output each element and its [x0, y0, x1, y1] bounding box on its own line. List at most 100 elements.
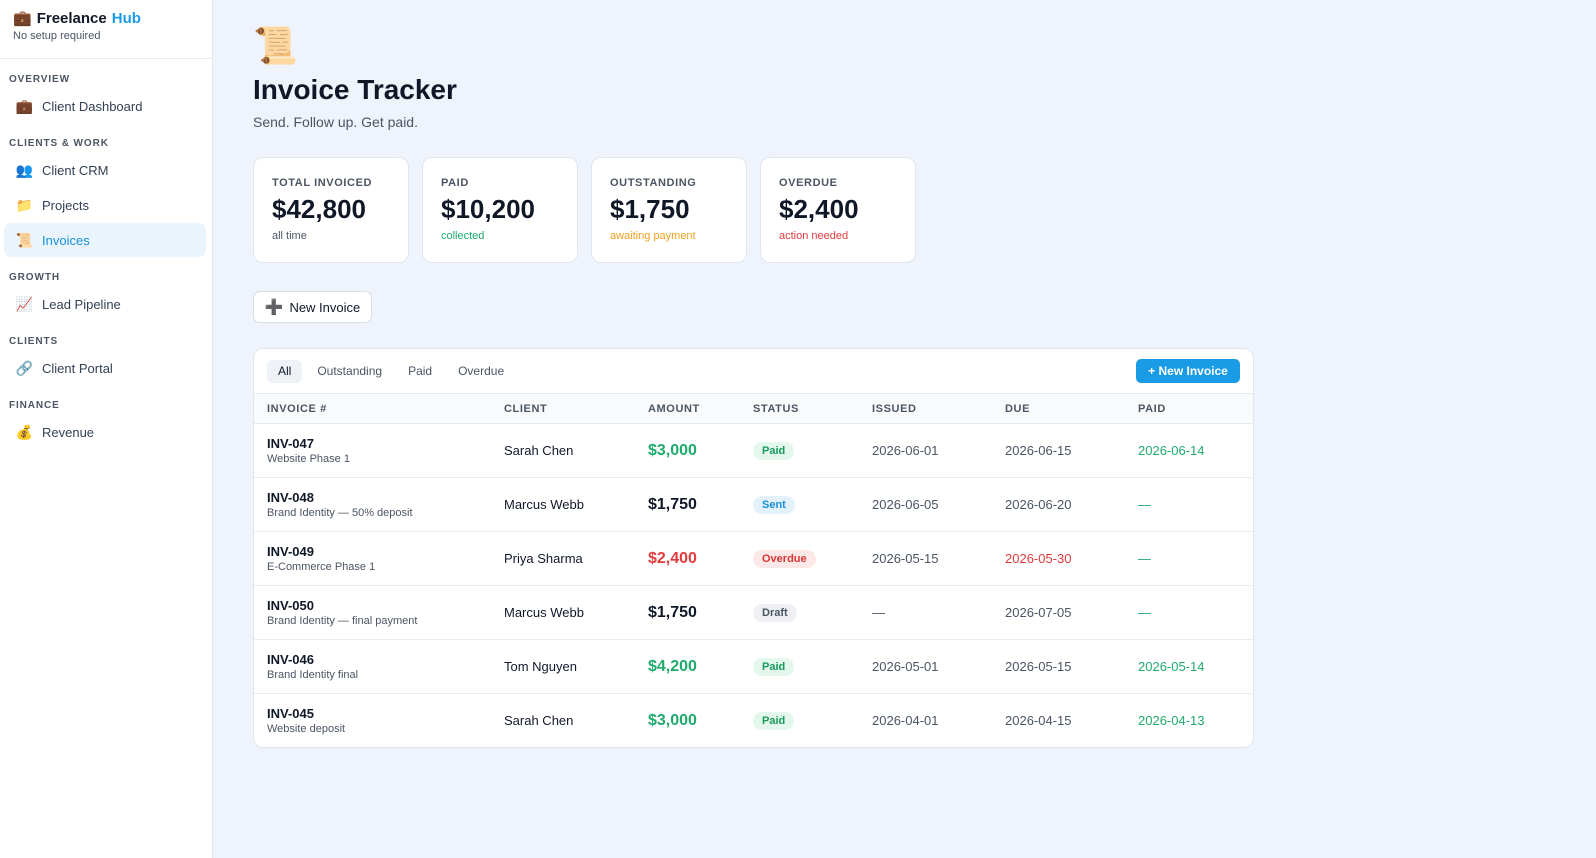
column-header[interactable]: AMOUNT — [648, 393, 753, 424]
filter-tab-paid[interactable]: Paid — [408, 364, 433, 378]
invoice-number[interactable]: INV-046 — [267, 652, 314, 667]
invoice-number[interactable]: INV-050 — [267, 598, 314, 613]
stat-note: awaiting payment — [610, 230, 696, 242]
sidebar: 💼 Freelance Hub No setup required OVERVIE… — [0, 0, 213, 858]
column-header[interactable]: ISSUED — [872, 393, 1005, 424]
page-subtitle: Send. Follow up. Get paid. — [253, 114, 418, 130]
column-header[interactable]: INVOICE # — [254, 393, 504, 424]
sidebar-item-projects[interactable]: 📁 Projects — [4, 188, 206, 222]
stat-label: OUTSTANDING — [610, 177, 697, 189]
scroll-icon: 📜 — [253, 25, 298, 66]
invoice-description: Brand Identity — 50% deposit — [267, 507, 413, 519]
stat-card-total-invoiced: TOTAL INVOICED $42,800 all time — [253, 157, 409, 263]
table-row[interactable]: INV-049 E-Commerce Phase 1 Priya Sharma $2,… — [254, 531, 1253, 586]
paid-date: 2026-04-13 — [1138, 713, 1205, 729]
stat-label: OVERDUE — [779, 177, 838, 189]
page-title: Invoice Tracker — [253, 74, 457, 105]
filter-tab-all[interactable]: All — [267, 359, 303, 383]
issued-date: 2026-04-01 — [872, 713, 939, 729]
due-date: 2026-05-15 — [1005, 639, 1138, 694]
column-header[interactable]: STATUS — [753, 393, 872, 424]
issued-date: — — [872, 585, 1005, 640]
status-badge: Paid — [753, 711, 795, 730]
nav-section-title: CLIENTS & WORK — [9, 138, 109, 149]
paid-date: — — [1138, 531, 1253, 586]
invoice-cell: INV-047 Website Phase 1 — [254, 423, 504, 478]
filter-tab-overdue[interactable]: Overdue — [458, 364, 505, 378]
stat-note: collected — [441, 230, 485, 242]
due-date: 2026-07-05 — [1005, 585, 1138, 640]
sidebar-item-client-crm[interactable]: 👥 Client CRM — [4, 153, 206, 187]
invoice-table-card: All Outstanding Paid Overdue + New Invoice … — [253, 348, 1254, 748]
issued-date: 2026-06-05 — [872, 477, 1005, 532]
sidebar-item-label: Invoices — [42, 232, 90, 248]
table-row[interactable]: INV-048 Brand Identity — 50% deposit Marcu… — [254, 477, 1253, 532]
sidebar-item-revenue[interactable]: 💰 Revenue — [4, 415, 206, 449]
invoice-number[interactable]: INV-045 — [267, 706, 314, 722]
invoice-description: Website deposit — [267, 723, 346, 736]
invoice-description: Brand Identity final — [267, 669, 359, 681]
invoice-description: Website Phase 1 — [267, 453, 350, 465]
stat-card-paid: PAID $10,200 collected — [422, 157, 578, 263]
table-row[interactable]: INV-047 Website Phase 1 Sarah Chen $3,000 Pa… — [254, 423, 1253, 478]
table-row[interactable]: INV-050 Brand Identity — final payment Mar… — [254, 585, 1253, 640]
client-name: Sarah Chen — [504, 423, 648, 478]
brand-accent: Hub — [111, 9, 141, 27]
sidebar-item-label: Client Dashboard — [42, 98, 143, 114]
invoice-amount: $3,000 — [648, 441, 697, 459]
folder-icon: 📁 — [15, 196, 34, 213]
stat-label: PAID — [441, 177, 469, 189]
table-row[interactable]: INV-045 Website deposit Sarah Chen $3,000 Pa… — [254, 694, 1253, 748]
invoice-cell: INV-049 E-Commerce Phase 1 — [254, 531, 504, 586]
new-invoice-primary-button[interactable]: + New Invoice — [1136, 359, 1240, 383]
brand-name: Freelance — [36, 9, 107, 27]
invoice-cell: INV-046 Brand Identity final — [254, 639, 504, 694]
brand: 💼 Freelance Hub No setup required — [0, 0, 212, 59]
due-date: 2026-05-30 — [1005, 531, 1138, 586]
people-icon: 👥 — [15, 161, 34, 178]
column-header[interactable]: CLIENT — [504, 393, 648, 424]
stat-card-overdue: OVERDUE $2,400 action needed — [760, 157, 916, 263]
column-header[interactable]: PAID — [1138, 393, 1253, 424]
stat-note: all time — [272, 230, 307, 242]
sidebar-item-invoices[interactable]: 📜 Invoices — [4, 223, 206, 257]
client-name: Sarah Chen — [504, 713, 574, 729]
status-badge: Paid — [753, 657, 795, 676]
sidebar-nav: OVERVIEW 💼 Client Dashboard CLIENTS & WORK 👥… — [0, 59, 212, 449]
invoice-number[interactable]: INV-049 — [267, 544, 314, 559]
scroll-icon: 📜 — [15, 231, 34, 248]
column-header[interactable]: DUE — [1005, 393, 1138, 424]
stat-card-outstanding: OUTSTANDING $1,750 awaiting payment — [591, 157, 747, 263]
paid-date: — — [1138, 585, 1253, 640]
link-icon: 🔗 — [15, 359, 34, 376]
brand-subtitle: No setup required — [13, 30, 101, 42]
table-row[interactable]: INV-046 Brand Identity final Tom Nguyen $4,… — [254, 639, 1253, 694]
sidebar-item-client-portal[interactable]: 🔗 Client Portal — [4, 351, 206, 385]
sidebar-item-lead-pipeline[interactable]: 📈 Lead Pipeline — [4, 287, 206, 321]
invoice-cell: INV-048 Brand Identity — 50% deposit — [254, 477, 504, 532]
amount-cell: $3,000 — [648, 423, 753, 478]
filter-tabs: All Outstanding Paid Overdue — [267, 359, 519, 383]
nav-section-title: OVERVIEW — [9, 74, 70, 85]
stat-label: TOTAL INVOICED — [272, 177, 373, 189]
status-cell: Paid — [753, 694, 872, 748]
nav-section-title: CLIENTS — [9, 336, 59, 347]
new-invoice-button[interactable]: ➕ New Invoice — [253, 291, 372, 323]
table-toolbar: All Outstanding Paid Overdue + New Invoice — [254, 349, 1253, 393]
new-invoice-label: New Invoice — [289, 299, 361, 315]
table-header-row: INVOICE # CLIENT AMOUNT STATUS ISSUED DUE PAID — [254, 393, 1253, 424]
invoice-cell: INV-050 Brand Identity — final payment — [254, 585, 504, 640]
chart-icon: 📈 — [15, 295, 34, 312]
stat-value: $42,800 — [272, 194, 366, 224]
sidebar-item-label: Client Portal — [42, 360, 113, 376]
brand-title: 💼 Freelance Hub — [13, 9, 199, 28]
stat-note: action needed — [779, 230, 849, 242]
sidebar-item-label: Lead Pipeline — [42, 296, 121, 312]
plus-icon: ➕ — [264, 299, 284, 316]
invoice-number[interactable]: INV-048 — [267, 490, 314, 505]
briefcase-icon: 💼 — [15, 97, 34, 114]
invoice-number[interactable]: INV-047 — [267, 436, 314, 451]
sidebar-item-client-dashboard[interactable]: 💼 Client Dashboard — [4, 89, 206, 123]
briefcase-icon: 💼 — [13, 10, 32, 27]
filter-tab-outstanding[interactable]: Outstanding — [317, 364, 383, 378]
